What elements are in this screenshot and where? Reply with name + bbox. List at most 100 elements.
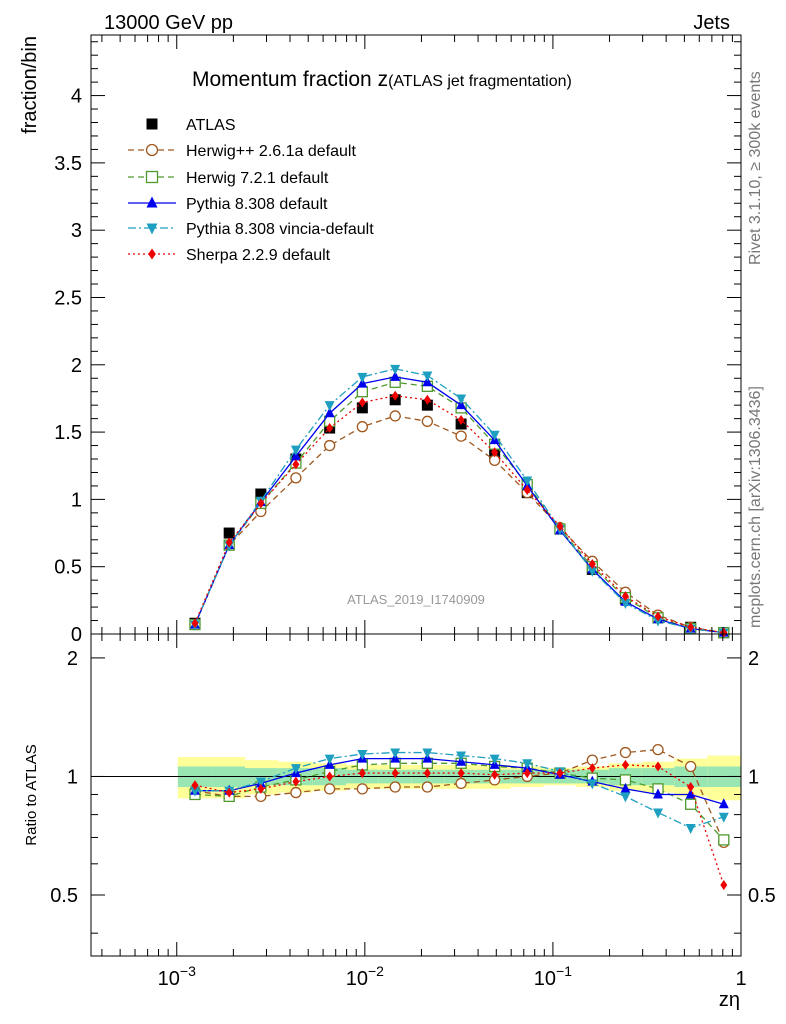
series-5-point bbox=[292, 459, 300, 470]
series-3-point bbox=[390, 370, 401, 381]
y-tick-label: 4 bbox=[71, 86, 82, 108]
series-3-ratio-point bbox=[718, 798, 729, 809]
series-5-ratio-point bbox=[720, 880, 728, 891]
series-4-point bbox=[653, 616, 664, 627]
series-5-ratio-point bbox=[257, 783, 265, 794]
series-5-point bbox=[687, 622, 695, 633]
series-5-ratio-point bbox=[457, 768, 465, 779]
chart-title-sub: (ATLAS jet fragmentation) bbox=[388, 73, 572, 90]
x-tick-label-base: 10 bbox=[158, 968, 180, 990]
series-4-point bbox=[390, 364, 401, 375]
process-label: Jets bbox=[693, 12, 730, 34]
legend-label-atlas: ATLAS bbox=[186, 117, 236, 134]
data-point-atlas bbox=[223, 527, 235, 539]
series-5-ratio-point bbox=[523, 768, 531, 779]
series-5-ratio-point bbox=[326, 771, 334, 782]
series-3-ratio-point bbox=[653, 788, 664, 799]
series-5-point bbox=[457, 414, 465, 425]
series-5-point bbox=[491, 447, 499, 458]
series-4-point bbox=[522, 476, 533, 487]
series-4-line bbox=[194, 368, 724, 634]
legend-label-2: Herwig 7.2.1 default bbox=[186, 170, 329, 187]
x-tick-label-exp: −2 bbox=[368, 963, 384, 979]
series-1-point bbox=[389, 410, 401, 422]
series-1-point bbox=[323, 439, 336, 452]
series-5-point bbox=[556, 521, 564, 532]
legend-marker-atlas bbox=[146, 118, 158, 130]
series-3-ratio-point bbox=[620, 782, 631, 793]
x-tick-label-base: 1 bbox=[735, 968, 746, 990]
series-5-point bbox=[358, 397, 366, 408]
series-2-ratio-point bbox=[685, 798, 697, 810]
series-4-point bbox=[456, 394, 467, 405]
series-5-point bbox=[225, 537, 233, 548]
series-5-point bbox=[588, 559, 596, 570]
series-1-point bbox=[455, 430, 467, 442]
data-point-atlas bbox=[356, 402, 368, 414]
series-5-ratio-point bbox=[491, 769, 499, 780]
series-2-ratio-line bbox=[194, 762, 725, 841]
legend-label-5: Sherpa 2.2.9 default bbox=[186, 247, 331, 264]
series-1-point bbox=[356, 421, 368, 433]
data-point-atlas bbox=[255, 488, 267, 500]
legend-marker-2 bbox=[145, 170, 159, 184]
series-1-ratio-point bbox=[652, 743, 664, 756]
series-4-ratio-point bbox=[489, 754, 500, 765]
series-5-ratio-point bbox=[292, 776, 300, 787]
series-2-point bbox=[356, 386, 368, 398]
ratio-y-tick-label-left: 1 bbox=[67, 766, 78, 788]
legend-label-1: Herwig++ 2.6.1a default bbox=[186, 143, 356, 160]
legend-marker-3 bbox=[146, 196, 158, 208]
series-4-ratio-point bbox=[189, 786, 200, 797]
series-4-ratio-point bbox=[653, 808, 664, 819]
series-4-ratio-point bbox=[620, 792, 631, 803]
series-5-ratio-point bbox=[225, 787, 233, 798]
series-5-point bbox=[654, 611, 662, 622]
series-1-ratio-point bbox=[290, 786, 302, 799]
series-4-point bbox=[489, 430, 500, 441]
y-tick-label: 0.5 bbox=[54, 557, 82, 579]
series-4-ratio-point bbox=[587, 779, 598, 790]
series-4-point bbox=[422, 371, 433, 382]
chart-title-main: Momentum fraction z bbox=[192, 68, 388, 91]
series-5-ratio-point bbox=[556, 768, 564, 779]
series-4-point bbox=[587, 566, 598, 577]
series-1-line bbox=[194, 415, 724, 634]
y-tick-label: 1 bbox=[71, 489, 82, 511]
series-1-ratio-point bbox=[619, 746, 632, 759]
series-4-ratio-point bbox=[255, 777, 266, 788]
y-axis-label: fraction/bin bbox=[19, 36, 41, 134]
x-tick-label-exp: −1 bbox=[556, 963, 572, 979]
y-tick-label: 3 bbox=[71, 220, 82, 242]
legend-marker-4 bbox=[146, 223, 158, 235]
ratio-y-tick-label-left: 0.5 bbox=[50, 885, 78, 907]
y-tick-label: 2.5 bbox=[54, 287, 82, 309]
series-5-point bbox=[257, 498, 265, 509]
x-tick-label: 10−2 bbox=[346, 963, 384, 990]
series-3-ratio-point bbox=[685, 788, 696, 799]
ratio-series-layer bbox=[189, 743, 730, 891]
series-4-ratio-point bbox=[685, 823, 696, 834]
y-tick-label: 2 bbox=[71, 355, 82, 377]
series-5-ratio-point bbox=[687, 782, 695, 793]
rivet-version-label: Rivet 3.1.10, ≥ 300k events bbox=[747, 71, 764, 265]
series-4-point bbox=[290, 445, 301, 456]
series-2-line bbox=[194, 381, 724, 634]
series-5-point bbox=[523, 484, 531, 495]
series-1-ratio-point bbox=[356, 783, 368, 795]
series-5-ratio-point bbox=[654, 761, 662, 772]
series-2-ratio-point bbox=[718, 834, 730, 846]
series-4-ratio-point bbox=[357, 750, 368, 761]
series-5-point bbox=[191, 618, 199, 629]
x-tick-label-base: 10 bbox=[534, 968, 556, 990]
legend-marker-5 bbox=[148, 248, 156, 260]
series-5-ratio-point bbox=[358, 768, 366, 779]
ratio-uncertainty-bands bbox=[91, 755, 741, 801]
legend-marker-1 bbox=[145, 143, 159, 157]
legend-label-4: Pythia 8.308 vincia-default bbox=[186, 221, 374, 238]
series-5-ratio-line bbox=[194, 764, 725, 886]
chart-title: Momentum fraction z(ATLAS jet fragmentat… bbox=[192, 68, 572, 91]
ratio-y-tick-label-right: 0.5 bbox=[748, 885, 776, 907]
series-4-ratio-point bbox=[522, 759, 533, 770]
